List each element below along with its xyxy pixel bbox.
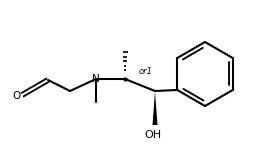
Text: O: O xyxy=(13,91,21,101)
Text: OH: OH xyxy=(144,130,162,140)
Text: or1: or1 xyxy=(139,67,153,76)
Text: N: N xyxy=(92,74,100,84)
Polygon shape xyxy=(153,91,157,125)
